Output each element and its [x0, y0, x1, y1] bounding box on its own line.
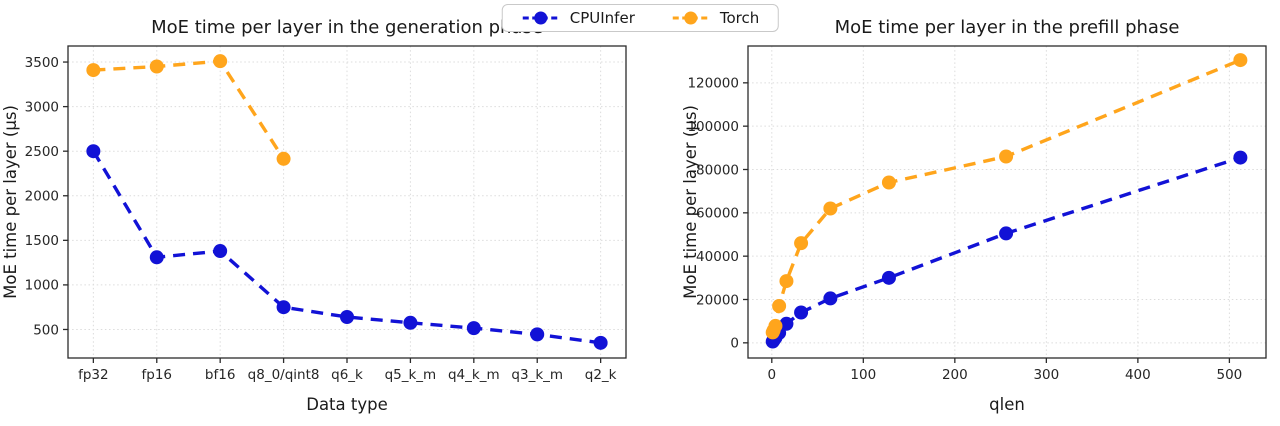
series-line: [93, 59, 286, 160]
legend: CPUInfer Torch: [501, 4, 779, 32]
chart-title: MoE time per layer in the generation pha…: [151, 17, 543, 38]
x-axis-label: qlen: [989, 395, 1025, 414]
tick-label: 3000: [25, 99, 59, 115]
marker: [823, 291, 838, 306]
marker: [149, 250, 164, 265]
tick-label: 20000: [696, 292, 739, 308]
tick-label: fp16: [142, 367, 173, 383]
marker: [779, 274, 794, 289]
legend-label-cpuinfer: CPUInfer: [569, 9, 635, 27]
marker: [593, 335, 608, 350]
tick-label: q4_k_m: [448, 367, 500, 383]
legend-label-torch: Torch: [719, 9, 760, 27]
tick-label: 500: [1217, 367, 1243, 383]
tick-label: fp32: [78, 367, 109, 383]
marker: [86, 144, 101, 159]
series-line: [91, 150, 601, 345]
tick-label: 400: [1125, 367, 1151, 383]
legend-item-cpuinfer: CPUInfer: [521, 9, 635, 27]
chart-title: MoE time per layer in the prefill phase: [835, 17, 1180, 38]
marker: [340, 309, 354, 324]
tick-label: 40000: [696, 249, 739, 265]
marker: [213, 54, 228, 69]
marker: [276, 300, 291, 315]
tick-label: q6_k: [331, 367, 363, 383]
marker: [881, 175, 896, 190]
tick-label: 60000: [696, 206, 739, 222]
tick-label: q2_k: [585, 367, 617, 383]
marker: [276, 151, 291, 166]
generation-chart-panel: 500 1000 1500 2000 2500 3000 3500 fp32 fp16 bf16 q…: [1, 17, 627, 414]
plot-border: [747, 45, 1267, 359]
tick-label: 100000: [687, 119, 739, 135]
torch-line-marker-icon: [672, 11, 709, 25]
tick-label: q3_k_m: [511, 367, 563, 383]
tick-label: 1000: [25, 278, 59, 294]
series-line: [771, 58, 1242, 334]
marker: [149, 59, 164, 74]
tick-label: 2500: [25, 144, 59, 160]
tick-label: 3500: [25, 55, 59, 71]
tick-label: 80000: [696, 162, 739, 178]
legend-item-torch: Torch: [671, 9, 759, 27]
marker: [823, 201, 838, 216]
tick-label: 120000: [687, 76, 739, 92]
cpuinfer-line-marker-icon: [522, 11, 559, 25]
tick-label: 0: [730, 336, 739, 352]
tick-label: 0: [767, 367, 776, 383]
marker: [1233, 53, 1248, 68]
marker: [466, 321, 481, 336]
tick-label: 1500: [25, 233, 59, 249]
tick-label: 200: [942, 367, 968, 383]
marker: [403, 315, 418, 330]
x-axis-label: Data type: [306, 395, 388, 414]
marker: [213, 244, 228, 259]
tick-label: 100: [850, 367, 876, 383]
marker: [1233, 150, 1248, 165]
prefill-chart-panel: 0 20000 40000 60000 80000 100000 120000 0 100 200…: [640, 0, 1280, 426]
tick-label: 500: [33, 322, 59, 338]
y-axis-label: MoE time per layer (μs): [1, 105, 20, 299]
marker: [768, 318, 783, 333]
tick-label: 300: [1033, 367, 1059, 383]
marker: [881, 270, 896, 285]
marker: [86, 63, 101, 78]
marker: [530, 327, 545, 342]
marker: [794, 236, 809, 251]
tick-label: q8_0/qint8: [248, 367, 320, 383]
tick-label: bf16: [205, 367, 236, 383]
plot-area: 0 20000 40000 60000 80000 100000 120000 0 100 200…: [687, 45, 1267, 383]
tick-label: 2000: [25, 189, 59, 205]
plot-area: 500 1000 1500 2000 2500 3000 3500 fp32 fp16 bf16 q…: [25, 45, 627, 383]
generation-phase-chart: 500 1000 1500 2000 2500 3000 3500 fp32 fp16 bf16 q…: [1, 17, 627, 414]
prefill-phase-chart: 0 20000 40000 60000 80000 100000 120000 0 100 200…: [681, 17, 1267, 414]
marker: [779, 316, 794, 331]
marker: [794, 305, 809, 320]
marker: [999, 149, 1014, 164]
series-line: [771, 155, 1241, 343]
marker: [772, 299, 787, 313]
y-axis-label: MoE time per layer (μs): [681, 105, 700, 299]
marker: [999, 226, 1014, 241]
tick-label: q5_k_m: [385, 367, 437, 383]
